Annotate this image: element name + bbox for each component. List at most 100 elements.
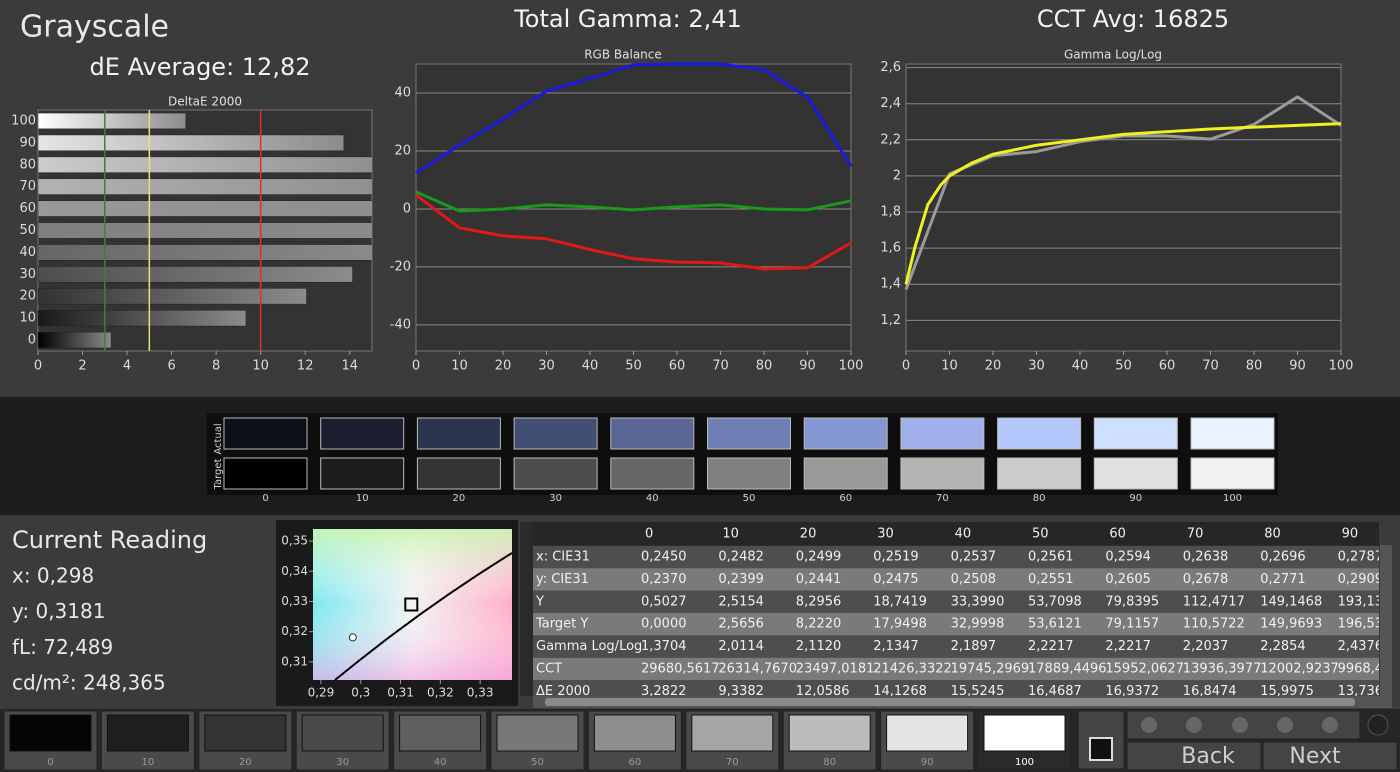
- table-cell: 14,1268: [873, 684, 927, 699]
- table-row: [533, 545, 1379, 569]
- x-tick-label: 70: [1202, 359, 1219, 374]
- scroll-thumb[interactable]: [545, 698, 1355, 706]
- table-cell: 0,2537: [951, 550, 997, 565]
- table-cell: 2,2854: [1260, 639, 1306, 654]
- table-cell: 15952,0627: [1105, 662, 1184, 677]
- y-tick-label: -40: [390, 317, 411, 332]
- next-button[interactable]: [1262, 741, 1398, 771]
- x-tick-label: 40: [1072, 359, 1089, 374]
- bar: [38, 222, 372, 239]
- actual-swatch: [997, 417, 1082, 450]
- back-label[interactable]: Back: [1181, 744, 1235, 769]
- x-tick-label: 80: [756, 359, 773, 374]
- page-title: Grayscale: [20, 10, 169, 45]
- table-cell: 0,2482: [718, 550, 764, 565]
- table-cell: 0,5027: [641, 594, 687, 609]
- patch-color: [983, 714, 1066, 752]
- swatch-label: 10: [356, 493, 369, 504]
- table-cell: 23497,0181: [796, 662, 875, 677]
- patch-label: 70: [726, 757, 739, 768]
- x-tick-label: 8: [212, 359, 220, 374]
- row-label: x: CIE31: [536, 550, 590, 565]
- patch-label: 10: [142, 757, 155, 768]
- actual-swatch: [1093, 417, 1178, 450]
- table-cell: 2,5154: [718, 594, 764, 609]
- loop-icon: [1277, 717, 1293, 733]
- y-tick-label: 1,6: [880, 241, 901, 256]
- target-swatch: [803, 457, 888, 490]
- swatch-label: 80: [1033, 493, 1046, 504]
- y-tick-label: 0,35: [281, 534, 308, 548]
- row-label: y: CIE31: [536, 572, 589, 587]
- table-cell: 0,0000: [641, 617, 687, 632]
- x-tick-label: 80: [1246, 359, 1263, 374]
- target-point: [404, 597, 419, 612]
- x-tick-label: 14: [341, 359, 358, 374]
- x-tick-label: 2: [78, 359, 86, 374]
- table-cell: 8,2956: [796, 594, 842, 609]
- table-cell: 0,2561: [1028, 550, 1074, 565]
- swatch-label: 60: [839, 493, 852, 504]
- de-average: dE Average: 12,82: [89, 53, 310, 81]
- actual-swatch: [900, 417, 985, 450]
- patch-label: 40: [434, 757, 447, 768]
- bar: [38, 244, 372, 261]
- table-cell: 112,4717: [1183, 594, 1245, 609]
- y-tick-label: 100: [11, 113, 36, 128]
- patch-label: 60: [629, 757, 642, 768]
- table-cell: 0,2771: [1260, 572, 1306, 587]
- x-tick-label: 10: [451, 359, 468, 374]
- patch-color: [593, 714, 676, 752]
- table-cell: 149,9693: [1260, 617, 1322, 632]
- table-cell: 0,2399: [718, 572, 764, 587]
- x-tick-label: 10: [252, 359, 269, 374]
- data-table: 0 10 20 30 40 50 60 70 80 90 x: CIE31 0,2450 0,2482 0…: [533, 522, 1384, 699]
- x-tick-label: 60: [1159, 359, 1176, 374]
- target-swatch: [1190, 457, 1275, 490]
- table-cell: 149,1468: [1260, 594, 1322, 609]
- column-header: 10: [722, 527, 739, 542]
- bar: [38, 112, 187, 130]
- bar: [38, 288, 307, 305]
- x-tick-label: 50: [625, 359, 642, 374]
- y-tick-label: 40: [19, 245, 36, 260]
- reading-line: fL: 72,489: [12, 635, 113, 659]
- record-icon: [1141, 717, 1157, 733]
- x-tick-label: 100: [1329, 359, 1354, 374]
- table-cell: 0,2508: [951, 572, 997, 587]
- status-light: [1367, 714, 1389, 736]
- x-tick-label: 0,33: [467, 686, 494, 700]
- actual-swatch: [707, 417, 791, 450]
- x-tick-label: 0: [412, 359, 420, 374]
- x-tick-label: 0: [902, 359, 910, 374]
- table-cell: 18,7419: [873, 594, 927, 609]
- reading-title: Current Reading: [12, 526, 207, 554]
- reading-line: x: 0,298: [12, 564, 94, 588]
- patch-label: 20: [239, 757, 252, 768]
- column-header: 20: [800, 527, 817, 542]
- table-cell: 13936,3977: [1183, 662, 1262, 677]
- back-button[interactable]: [1126, 741, 1262, 771]
- x-tick-label: 70: [712, 359, 729, 374]
- swatch-label: 50: [743, 493, 756, 504]
- actual-swatch: [416, 417, 501, 450]
- x-tick-label: 50: [1115, 359, 1132, 374]
- total-gamma: Total Gamma: 2,41: [513, 5, 742, 33]
- planckian-locus: [334, 552, 513, 681]
- actual-swatch: [803, 417, 888, 450]
- target-swatch: [707, 457, 791, 490]
- cie-background: [313, 529, 512, 680]
- y-tick-label: 10: [19, 311, 36, 326]
- table-cell: 2,2217: [1105, 639, 1151, 654]
- bar: [38, 156, 372, 173]
- patch-color: [886, 714, 969, 752]
- table-cell: 32,9998: [951, 617, 1005, 632]
- row-label: Y: [535, 594, 544, 609]
- y-tick-label: 1,8: [880, 205, 901, 220]
- table-cell: 2,4376: [1338, 639, 1384, 654]
- x-tick-label: 0,29: [308, 686, 335, 700]
- patch-label: 100: [1015, 757, 1034, 768]
- vertical-scrollbar[interactable]: [1380, 545, 1392, 696]
- row-label: ΔE 2000: [536, 684, 590, 699]
- next-label[interactable]: Next: [1289, 744, 1341, 769]
